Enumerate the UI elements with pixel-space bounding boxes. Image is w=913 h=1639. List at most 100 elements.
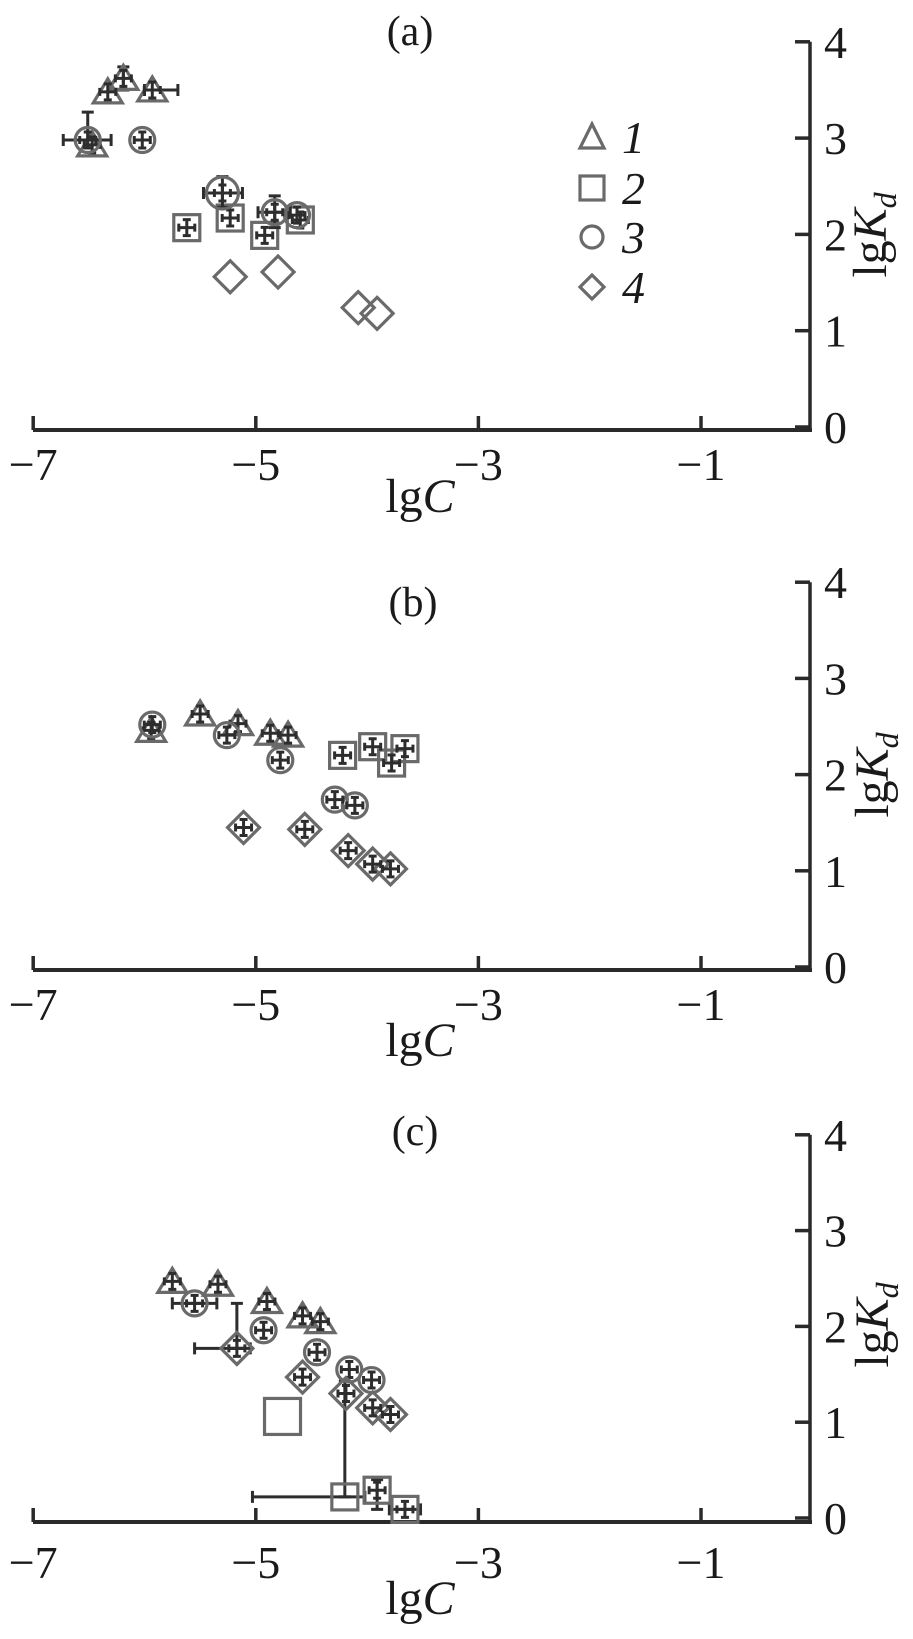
cross-glyph	[310, 1312, 330, 1332]
y-axis-label: lgKd	[844, 191, 903, 277]
cross-glyph	[217, 725, 237, 745]
x-axis-label: lgC	[385, 1014, 455, 1067]
diamond-marker	[358, 295, 396, 332]
panel-c: −7 −5 −3 −1 0 1 2 3 4 (c) lgC lgKd	[9, 1109, 905, 1625]
y-tick-label: 4	[824, 1110, 847, 1161]
diamond-marker	[577, 272, 607, 302]
cross-glyph	[382, 753, 402, 773]
cross-glyph	[234, 818, 254, 838]
circle-marker	[579, 224, 605, 250]
cross-glyph	[208, 1274, 228, 1294]
circle-marker	[302, 1338, 332, 1367]
square-marker	[262, 1396, 303, 1437]
x-tick-label: −5	[231, 1537, 280, 1588]
square-marker	[578, 174, 606, 202]
cross-glyph	[395, 1499, 415, 1519]
cross-glyph	[345, 795, 365, 815]
cross-glyph	[325, 790, 345, 810]
y-tick-label: 2	[824, 209, 847, 260]
panel-title: (b)	[389, 580, 438, 626]
cross-glyph	[142, 715, 162, 735]
panel-title: (c)	[392, 1109, 439, 1155]
y-tick-label: 2	[824, 1301, 847, 1352]
series-1-panel-c	[154, 1265, 338, 1335]
x-axis-label: lgC	[385, 1572, 455, 1625]
series-2-panel-b	[328, 732, 420, 778]
series-4-panel-c	[193, 1301, 409, 1433]
cross-glyph	[363, 854, 383, 874]
cross-glyph	[339, 1360, 359, 1380]
cross-glyph	[212, 183, 232, 203]
cross-glyph	[363, 1398, 383, 1418]
cross-glyph	[333, 745, 353, 765]
cross-glyph	[260, 723, 280, 743]
y-tick-label: 3	[824, 1206, 847, 1257]
cross-glyph	[287, 205, 307, 225]
circle-marker	[282, 201, 312, 230]
circle-marker	[204, 175, 241, 211]
diamond-marker	[327, 1375, 365, 1412]
x-tick-label: −1	[677, 1537, 726, 1588]
cross-glyph	[363, 737, 383, 757]
circle-marker	[212, 721, 241, 750]
cross-glyph	[78, 130, 98, 150]
y-tick-label: 0	[824, 1493, 847, 1544]
circle-marker	[138, 710, 167, 739]
diamond-marker	[286, 811, 324, 848]
panel-title: (a)	[387, 9, 434, 55]
series-3-panel-b	[138, 710, 369, 820]
x-tick-label: −1	[677, 979, 726, 1030]
series-2-panel-a	[172, 203, 315, 250]
x-axis-label: lgC	[385, 470, 455, 523]
diamond-marker	[339, 289, 377, 326]
legend-entry-3: 3	[579, 212, 645, 263]
legend-label: 3	[621, 212, 645, 263]
y-tick-label: 1	[824, 1397, 847, 1448]
square-marker	[215, 203, 245, 233]
cross-glyph	[254, 1320, 274, 1340]
cross-glyph	[142, 80, 162, 100]
circle-marker	[128, 125, 157, 155]
y-tick-label: 1	[824, 846, 847, 897]
x-tick-label: −5	[231, 439, 280, 490]
square-marker	[328, 740, 358, 770]
cross-glyph	[367, 1480, 387, 1500]
square-marker	[390, 1494, 420, 1524]
y-tick-label: 3	[824, 113, 847, 164]
cross-glyph	[255, 225, 275, 245]
series-4-panel-a	[211, 253, 396, 332]
cross-glyph	[227, 1338, 247, 1358]
x-tick-label: −3	[454, 979, 503, 1030]
x-tick-label: −7	[9, 1537, 58, 1588]
y-tick-label: 0	[824, 402, 847, 453]
square-marker	[362, 1475, 392, 1505]
square-marker	[330, 1482, 360, 1512]
y-axis-label: lgKd	[846, 731, 905, 817]
square-marker	[390, 734, 420, 764]
cross-glyph	[362, 1370, 382, 1390]
triangle-marker	[577, 120, 607, 150]
diamond-marker	[218, 1330, 256, 1367]
cross-glyph	[257, 1291, 277, 1311]
y-tick-label: 3	[824, 653, 847, 704]
cross-glyph	[307, 1342, 327, 1362]
circle-marker	[73, 125, 102, 155]
diamond-marker	[259, 253, 297, 291]
series-3-panel-c	[170, 1289, 386, 1395]
square-marker	[250, 220, 280, 250]
circle-marker	[180, 1289, 209, 1318]
x-tick-label: −7	[9, 439, 58, 490]
cross-glyph	[278, 725, 298, 745]
series-4-panel-b	[225, 809, 409, 888]
x-tick-label: −3	[454, 1537, 503, 1588]
legend-label: 1	[622, 112, 645, 163]
legend-entry-2: 2	[578, 163, 645, 214]
y-tick-label: 4	[824, 17, 847, 68]
cross-glyph	[220, 208, 240, 228]
diamond-marker	[284, 1358, 321, 1396]
cross-glyph	[177, 218, 197, 238]
y-tick-label: 1	[824, 306, 847, 357]
diamond-marker	[211, 258, 249, 296]
